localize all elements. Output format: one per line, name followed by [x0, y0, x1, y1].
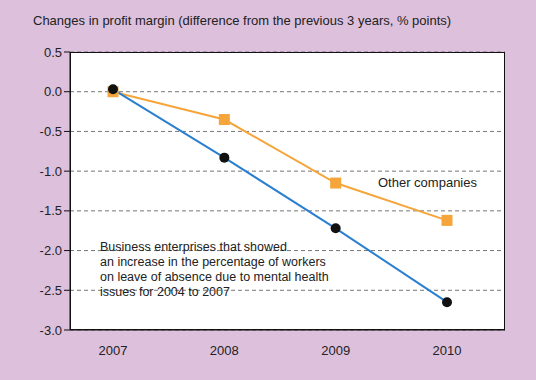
html-text:issues for 2004 to 2007: issues for 2004 to 2007 — [100, 285, 230, 299]
svg-text:2009: 2009 — [321, 343, 350, 358]
svg-text:2008: 2008 — [210, 343, 239, 358]
svg-text:-0.5: -0.5 — [40, 124, 62, 139]
svg-text:-1.5: -1.5 — [40, 203, 62, 218]
svg-text:2010: 2010 — [433, 343, 462, 358]
svg-text:2007: 2007 — [99, 343, 128, 358]
svg-text:-3.0: -3.0 — [40, 323, 62, 338]
html-text:Changes in profit margin (diff: Changes in profit margin (difference fro… — [33, 13, 452, 28]
html-text:an increase in the percentage: an increase in the percentage of workers — [100, 255, 326, 269]
html-text:Other companies: Other companies — [378, 175, 477, 190]
html-text:Business enterprises that show: Business enterprises that showed — [100, 240, 287, 254]
svg-text:0.0: 0.0 — [44, 84, 62, 99]
svg-text:-2.0: -2.0 — [40, 243, 62, 258]
svg-text:-1.0: -1.0 — [40, 164, 62, 179]
svg-text:0.5: 0.5 — [44, 45, 62, 60]
svg-text:-2.5: -2.5 — [40, 283, 62, 298]
html-text:on leave of absence due to men: on leave of absence due to mental health — [100, 270, 329, 284]
